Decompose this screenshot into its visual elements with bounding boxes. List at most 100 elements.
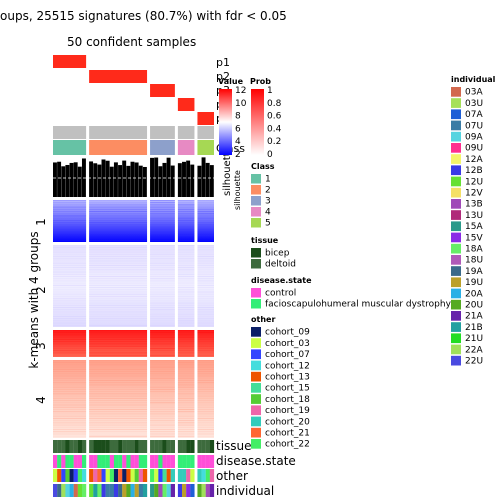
heatmap-texture-line [197, 302, 214, 304]
individual-annotation-cell [190, 484, 195, 497]
silhouette-bar [122, 160, 127, 197]
other-annotation-cell [177, 469, 183, 482]
heatmap-texture-line [177, 350, 195, 352]
silhouette-bar [77, 166, 82, 197]
heatmap-texture-line [89, 300, 148, 302]
other-annotation-cell [93, 469, 98, 482]
heatmap-texture-line [197, 289, 214, 291]
legIndividual-label: 12B [465, 166, 483, 176]
silhouette-bar [73, 162, 78, 197]
heatmap-texture-line [53, 322, 87, 324]
heatmap-texture-line [89, 311, 148, 313]
legIndividual-label: 07U [465, 121, 483, 131]
other-annotation-cell [166, 469, 171, 482]
tissue-annotation-cell [81, 440, 87, 453]
tissue-annotation-cell [205, 440, 210, 453]
prob-cell-track4-class3 [150, 98, 175, 111]
heatmap-texture-line [53, 247, 87, 249]
disease-state-annotation-cell [182, 455, 187, 468]
heatmap-texture-line [197, 422, 214, 424]
heatmap-texture-line [177, 429, 195, 430]
heatmap-texture-line [197, 400, 214, 402]
other-legend: othercohort_09cohort_03cohort_07cohort_1… [251, 315, 310, 450]
heatmap-block-row4-class3 [150, 360, 175, 438]
heatmap-texture-line [53, 213, 87, 215]
heatmap-texture-line [89, 293, 148, 295]
heatmap-texture-line [150, 208, 175, 210]
disease-state-annotation-cell [65, 455, 70, 468]
heatmap-block-row2-class4 [177, 245, 195, 327]
heatmap-texture-line [89, 433, 148, 435]
heatmap-texture-line [150, 311, 175, 313]
heatmap-texture-line [197, 313, 214, 315]
heatmap-texture-line [197, 330, 214, 331]
legOther-swatch [251, 394, 261, 404]
heatmap-texture-line [53, 435, 87, 437]
individual-annotation-cell [158, 484, 163, 497]
silhouette-bar [190, 164, 195, 197]
legIndividual-label: 21B [465, 323, 483, 333]
heatmap-texture-line [89, 235, 148, 237]
heatmap-texture-line [197, 260, 214, 262]
heatmap-block-row3-class3 [150, 330, 175, 357]
heatmap-texture-line [177, 417, 195, 419]
heatmap-texture-line [89, 273, 148, 275]
heatmap-texture-line [197, 230, 214, 232]
heatmap-texture-line [177, 228, 195, 230]
legOther-swatch [251, 371, 261, 382]
heatmap-texture-line [150, 318, 175, 320]
other-annotation-cell [154, 469, 159, 482]
legIndividual-swatch [451, 131, 461, 142]
heatmap-texture-line [150, 267, 175, 269]
individual-annotation-cell [73, 484, 78, 497]
heatmap-texture-line [177, 302, 195, 304]
heatmap-texture-line [53, 375, 87, 377]
prob-cell-track5-class3 [150, 112, 175, 125]
heatmap-texture-line [177, 411, 195, 413]
heatmap-texture-line [150, 345, 175, 347]
heatmap-texture-line [150, 273, 175, 275]
disease-state-annotation-cell [170, 455, 175, 468]
legOther-label: cohort_09 [265, 328, 310, 338]
heatmap-texture-line [89, 375, 148, 377]
heatmap-texture-line [177, 433, 195, 435]
other-annotation-cell [134, 469, 139, 482]
heatmap-texture-line [53, 413, 87, 415]
heatmap-texture-line [197, 404, 214, 406]
legClass-label: 4 [265, 208, 271, 218]
heatmap-texture-line [177, 426, 195, 428]
heatmap-texture-line [53, 354, 87, 356]
legIndividual-swatch [451, 255, 461, 265]
heatmap-block-row1-class5 [197, 200, 214, 242]
silhouette-bar [182, 161, 186, 197]
heatmap-texture-line [177, 206, 195, 208]
legIndividual-swatch [451, 210, 461, 220]
heatmap-texture-line [150, 287, 175, 289]
individual-annotation-cell [134, 484, 139, 497]
disease-state-annotation-cell [81, 455, 87, 468]
heatmap-texture-line [197, 402, 214, 404]
heatmap-texture-line [89, 309, 148, 311]
heatmap-texture-line [89, 280, 148, 282]
heatmap-texture-line [197, 386, 214, 388]
heatmap-texture-line [197, 228, 214, 230]
heatmap-texture-line [150, 362, 175, 364]
heatmap-texture-line [150, 251, 175, 253]
heatmap-texture-line [177, 222, 195, 224]
heatmap-texture-line [150, 249, 175, 251]
legOther-label: cohort_15 [265, 384, 310, 394]
individual-annotation-cell [150, 484, 155, 497]
heatmap-texture-line [89, 276, 148, 277]
heatmap-texture-line [150, 409, 175, 410]
legOther-label: cohort_21 [265, 429, 310, 439]
annotation-label-individual: individual [216, 484, 274, 498]
heatmap-texture-line [150, 413, 175, 415]
heatmap-texture-line [89, 362, 148, 364]
heatmap-texture-line [197, 215, 214, 217]
heatmap-texture-line [177, 307, 195, 308]
heatmap-texture-line [150, 313, 175, 315]
heatmap-texture-line [89, 284, 148, 286]
heatmap-texture-line [150, 219, 175, 221]
heatmap-texture-line [89, 395, 148, 397]
heatmap-texture-line [150, 352, 175, 354]
